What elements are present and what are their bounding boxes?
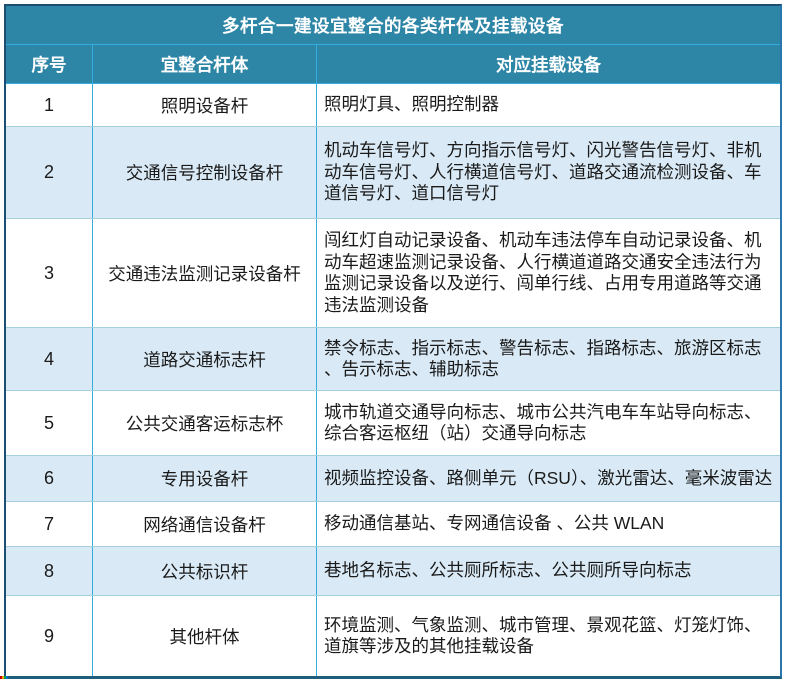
row-number: 2 [43,162,54,182]
pole-type: 专用设备杆 [92,456,316,501]
pole-type: 交通信号控制设备杆 [92,127,316,218]
pole-type: 公共交通客运标志杯 [92,391,316,455]
mounted-devices-text: 巷地名标志、公共厕所标志、公共厕所导向标志 [324,560,692,581]
pole-type: 其他杆体 [92,596,316,676]
mounted-devices-text: 城市轨道交通导向标志、城市公共汽电车车站导向标志、综合客运枢纽（站）交通导向标志 [324,401,762,444]
column-header-pole-type: 宜整合杆体 [92,45,316,83]
pole-type: 交通违法监测记录设备杆 [92,219,316,327]
mounted-devices: 环境监测、气象监测、城市管理、景观花篮、灯笼灯饰、道旗等涉及的其他挂载设备 [316,596,780,676]
pole-type: 公共标识杆 [92,547,316,595]
cursor-artifact [0,676,8,679]
mounted-devices: 闯红灯自动记录设备、机动车违法停车自动记录设备、机动车超速监测记录设备、人行横道… [316,219,780,327]
mounted-devices-text: 照明灯具、照明控制器 [324,94,499,115]
row-number: 7 [43,513,54,534]
table-row: 9 其他杆体 环境监测、气象监测、城市管理、景观花篮、灯笼灯饰、道旗等涉及的其他… [6,595,780,676]
row-number: 3 [43,262,54,283]
mounted-devices: 禁令标志、指示标志、警告标志、指路标志、旅游区标志、告示标志、辅助标志 [316,328,780,390]
table-row: 6 专用设备杆 视频监控设备、路侧单元（RSU）、激光雷达、毫米波雷达 [6,455,780,501]
table-row: 8 公共标识杆 巷地名标志、公共厕所标志、公共厕所导向标志 [6,546,780,595]
row-number: 8 [43,560,54,581]
mounted-devices-text: 视频监控设备、路侧单元（RSU）、激光雷达、毫米波雷达 [324,467,773,488]
table-row: 4 道路交通标志杆 禁令标志、指示标志、警告标志、指路标志、旅游区标志、告示标志… [6,327,780,390]
equipment-table: 多杆合一建设宜整合的各类杆体及挂载设备 序号 宜整合杆体 对应挂载设备 1 照明… [4,4,782,679]
mounted-devices-text: 禁令标志、指示标志、警告标志、指路标志、旅游区标志、告示标志、辅助标志 [324,337,762,380]
pole-type: 照明设备杆 [92,84,316,126]
table-row: 5 公共交通客运标志杯 城市轨道交通导向标志、城市公共汽电车车站导向标志、综合客… [6,390,780,455]
table-row: 2 交通信号控制设备杆 机动车信号灯、方向指示信号灯、闪光警告信号灯、非机动车信… [6,126,780,218]
pole-type: 道路交通标志杆 [92,328,316,390]
table-row: 7 网络通信设备杆 移动通信基站、专网通信设备 、公共 WLAN [6,501,780,546]
table-body: 1 照明设备杆 照明灯具、照明控制器 2 交通信号控制设备杆 机动车信号灯、方向… [6,84,780,676]
mounted-devices-text: 环境监测、气象监测、城市管理、景观花篮、灯笼灯饰、道旗等涉及的其他挂载设备 [324,614,762,657]
table-row: 1 照明设备杆 照明灯具、照明控制器 [6,84,780,126]
mounted-devices-text: 移动通信基站、专网通信设备 、公共 WLAN [324,513,665,534]
table-title: 多杆合一建设宜整合的各类杆体及挂载设备 [6,6,780,45]
mounted-devices: 照明灯具、照明控制器 [316,84,780,126]
pole-type: 网络通信设备杆 [92,502,316,546]
table-header-row: 序号 宜整合杆体 对应挂载设备 [6,45,780,84]
mounted-devices: 移动通信基站、专网通信设备 、公共 WLAN [316,502,780,546]
column-header-index: 序号 [31,54,67,75]
row-number: 5 [43,412,54,433]
mounted-devices: 城市轨道交通导向标志、城市公共汽电车车站导向标志、综合客运枢纽（站）交通导向标志 [316,391,780,455]
mounted-devices: 视频监控设备、路侧单元（RSU）、激光雷达、毫米波雷达 [316,456,780,501]
column-header-mounted-devices: 对应挂载设备 [316,45,780,83]
row-number: 6 [43,468,54,488]
row-number: 9 [43,625,54,646]
mounted-devices-text: 机动车信号灯、方向指示信号灯、闪光警告信号灯、非机动车信号灯、人行横道信号灯、道… [324,140,762,204]
row-number: 1 [43,94,54,115]
table-row: 3 交通违法监测记录设备杆 闯红灯自动记录设备、机动车违法停车自动记录设备、机动… [6,218,780,327]
mounted-devices: 机动车信号灯、方向指示信号灯、闪光警告信号灯、非机动车信号灯、人行横道信号灯、道… [316,127,780,218]
mounted-devices-text: 闯红灯自动记录设备、机动车违法停车自动记录设备、机动车超速监测记录设备、人行横道… [324,230,762,315]
row-number: 4 [43,348,54,369]
mounted-devices: 巷地名标志、公共厕所标志、公共厕所导向标志 [316,547,780,595]
